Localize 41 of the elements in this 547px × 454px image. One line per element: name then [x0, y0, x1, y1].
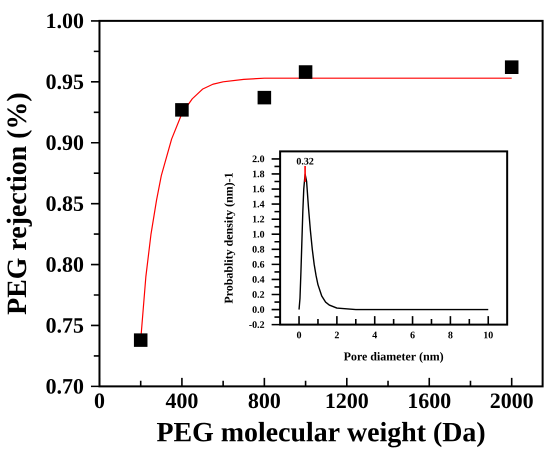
y-tick-label: 1.6 — [252, 186, 264, 192]
x-tick-label: 4 — [372, 332, 378, 338]
y-tick-label: 1.4 — [252, 200, 264, 208]
y-tick-label: 0.70 — [46, 378, 84, 394]
y-tick-label: 0.8 — [252, 246, 264, 253]
y-tick-label: 1.2 — [252, 216, 264, 222]
x-tick-label: 2000 — [490, 393, 533, 408]
x-axis-title: PEG molecular weight (Da) — [156, 422, 484, 448]
x-tick-label: 1200 — [326, 393, 368, 408]
x-tick-label: 800 — [248, 393, 280, 408]
y-tick-label: 0.4 — [252, 276, 264, 283]
y-tick-label: 0.0 — [252, 306, 264, 313]
y-axis-title: Probablity density (nm)-1 — [224, 172, 236, 304]
y-tick-label: 0.90 — [46, 135, 84, 150]
x-tick-label: 2 — [334, 332, 339, 338]
y-tick-label: 0.75 — [46, 318, 84, 333]
x-tick-label: 400 — [166, 393, 198, 408]
y-tick-label: 1.8 — [252, 170, 264, 178]
point — [298, 65, 312, 79]
y-axis-title: PEG rejection (%) — [6, 94, 32, 314]
y-tick-label: 0.2 — [252, 291, 264, 298]
y-tick-label: 1.00 — [47, 13, 84, 28]
x-tick-label: 1600 — [409, 393, 450, 408]
point — [258, 90, 272, 104]
point — [504, 60, 518, 74]
y-tick-label: 0.6 — [252, 260, 264, 268]
y-tick-label: 1.0 — [252, 230, 264, 238]
x-tick-label: 8 — [448, 332, 453, 338]
point — [134, 333, 148, 347]
point — [175, 103, 189, 117]
x-tick-label: 0 — [296, 332, 302, 338]
x-tick-label: 10 — [484, 332, 493, 338]
x-axis-title: Pore diameter (nm) — [344, 352, 444, 363]
y-tick-label: -0.2 — [249, 321, 264, 328]
y-tick-label: 2.0 — [252, 155, 264, 162]
y-tick-label: 0.85 — [46, 196, 84, 212]
x-tick-label: 0 — [94, 393, 104, 408]
y-tick-label: 0.80 — [46, 257, 84, 272]
y-tick-label: 0.95 — [46, 74, 84, 90]
x-tick-label: 6 — [410, 332, 415, 338]
annotation: 0.32 — [296, 158, 314, 165]
